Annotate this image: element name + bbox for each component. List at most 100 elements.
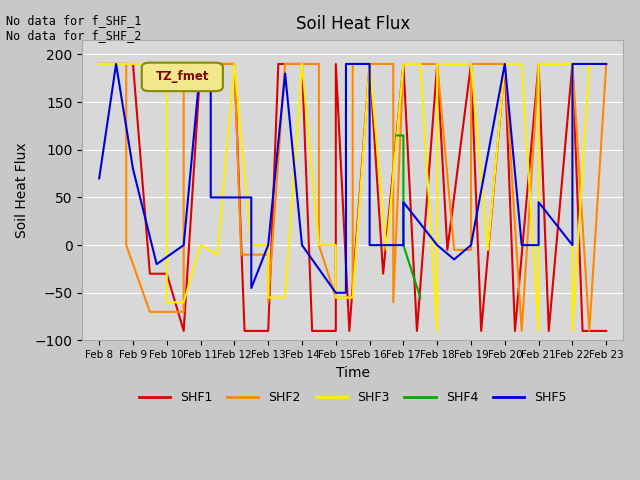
- SHF2: [180, 61, 188, 67]
- SHF4: [417, 295, 424, 300]
- SHF1: [129, 61, 137, 67]
- Line: SHF2: SHF2: [99, 64, 606, 331]
- SHF5: [568, 61, 576, 67]
- SHF3: [535, 61, 543, 67]
- SHF1: [230, 61, 238, 67]
- SHF1: [380, 271, 387, 276]
- SHF2: [568, 61, 576, 67]
- SHF5: [433, 242, 441, 248]
- SHF2: [264, 300, 272, 305]
- SHF3: [501, 61, 509, 67]
- SHF5: [602, 61, 610, 67]
- SHF3: [366, 61, 374, 67]
- SHF2: [315, 242, 323, 248]
- SHF1: [579, 328, 586, 334]
- SHF5: [180, 242, 188, 248]
- SHF3: [196, 242, 204, 248]
- SHF5: [153, 261, 161, 267]
- SHF2: [230, 61, 238, 67]
- SHF5: [196, 61, 204, 67]
- SHF5: [332, 290, 340, 296]
- SHF3: [518, 61, 525, 67]
- Title: Soil Heat Flux: Soil Heat Flux: [296, 15, 410, 33]
- SHF1: [444, 247, 451, 253]
- SHF1: [433, 61, 441, 67]
- SHF2: [399, 61, 407, 67]
- SHF2: [264, 252, 272, 257]
- SHF1: [602, 328, 610, 334]
- SHF5: [112, 61, 120, 67]
- SHF5: [248, 194, 255, 200]
- SHF1: [275, 61, 282, 67]
- SHF5: [399, 199, 407, 205]
- SHF2: [518, 328, 525, 334]
- SHF3: [484, 247, 492, 253]
- SHF5: [281, 71, 289, 76]
- SHF3: [196, 242, 204, 248]
- SHF5: [568, 242, 576, 248]
- SHF4: [399, 132, 407, 138]
- SHF1: [264, 328, 272, 334]
- Text: TZ_fmet: TZ_fmet: [156, 70, 209, 83]
- SHF5: [298, 242, 306, 248]
- SHF1: [298, 61, 306, 67]
- SHF3: [568, 61, 576, 67]
- SHF3: [602, 61, 610, 67]
- SHF1: [163, 271, 171, 276]
- SHF3: [349, 295, 356, 300]
- SHF1: [163, 271, 171, 276]
- SHF3: [298, 61, 306, 67]
- SHF5: [95, 176, 103, 181]
- SHF1: [501, 61, 509, 67]
- SHF2: [146, 309, 154, 315]
- SHF3: [230, 61, 238, 67]
- SHF3: [315, 242, 323, 248]
- SHF3: [264, 295, 272, 300]
- SHF3: [417, 61, 424, 67]
- SHF3: [180, 300, 188, 305]
- Y-axis label: Soil Heat Flux: Soil Heat Flux: [15, 143, 29, 238]
- X-axis label: Time: Time: [336, 366, 370, 380]
- SHF5: [467, 242, 475, 248]
- SHF3: [399, 61, 407, 67]
- SHF3: [332, 242, 340, 248]
- Line: SHF3: SHF3: [99, 64, 606, 331]
- SHF2: [501, 61, 509, 67]
- SHF1: [399, 61, 407, 67]
- SHF5: [535, 242, 543, 248]
- SHF2: [180, 309, 188, 315]
- SHF2: [433, 61, 441, 67]
- SHF5: [342, 290, 350, 296]
- SHF1: [413, 328, 420, 334]
- Text: No data for f_SHF_1
No data for f_SHF_2: No data for f_SHF_1 No data for f_SHF_2: [6, 14, 142, 42]
- SHF5: [207, 194, 214, 200]
- SHF1: [399, 61, 407, 67]
- SHF5: [366, 61, 374, 67]
- SHF1: [535, 61, 543, 67]
- SHF3: [281, 295, 289, 300]
- SHF2: [237, 252, 245, 257]
- SHF3: [586, 61, 593, 67]
- SHF2: [230, 61, 238, 67]
- SHF3: [264, 242, 272, 248]
- SHF3: [95, 61, 103, 67]
- SHF3: [248, 242, 255, 248]
- SHF3: [230, 61, 238, 67]
- SHF5: [501, 61, 509, 67]
- SHF1: [501, 61, 509, 67]
- SHF3: [399, 61, 407, 67]
- SHF1: [332, 61, 340, 67]
- SHF1: [180, 328, 188, 334]
- Legend: SHF1, SHF2, SHF3, SHF4, SHF5: SHF1, SHF2, SHF3, SHF4, SHF5: [134, 386, 572, 409]
- SHF2: [122, 242, 130, 248]
- SHF1: [264, 328, 272, 334]
- SHF2: [95, 61, 103, 67]
- SHF1: [129, 61, 137, 67]
- SHF5: [129, 166, 137, 172]
- SHF1: [511, 328, 519, 334]
- SHF2: [315, 61, 323, 67]
- SHF2: [349, 295, 356, 300]
- SHF2: [349, 61, 356, 67]
- SHF3: [433, 328, 441, 334]
- SHF5: [518, 242, 525, 248]
